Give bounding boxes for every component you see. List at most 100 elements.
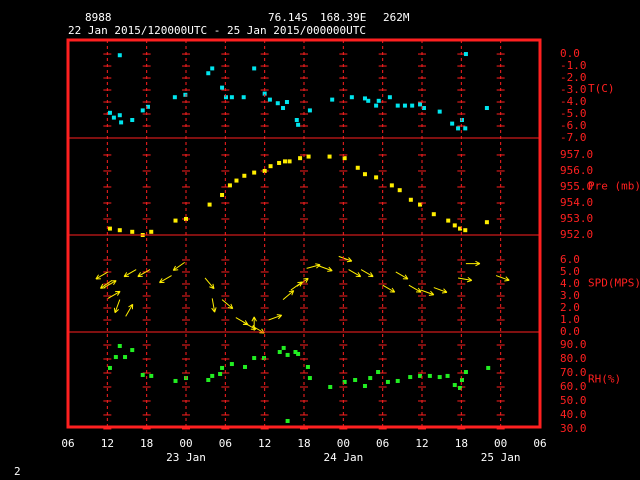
point [218,371,223,376]
point [284,100,289,105]
point [327,154,332,159]
x-tick-label: 18 [455,437,468,450]
y-tick-label: 90.0 [560,338,587,351]
x-tick-label: 12 [101,437,114,450]
point [307,108,312,113]
wind-arrow [172,261,185,271]
wind-arrow [113,299,121,314]
point [262,168,267,173]
point [267,97,272,102]
point [227,183,232,188]
point [452,223,457,228]
x-tick-label: 00 [337,437,350,450]
point [107,365,112,370]
point [111,115,116,120]
point [484,220,489,225]
y-tick-label: 1.0 [560,313,580,326]
wind-arrow [348,269,362,278]
point [173,218,178,223]
point [140,108,145,113]
point [418,202,423,207]
point [275,101,280,106]
y-tick-label: -3.0 [560,83,587,96]
point [463,126,468,131]
panel-label: SPD(MPS) [588,277,640,290]
point [277,350,282,355]
point [241,95,246,100]
wind-arrow [123,269,137,278]
point [418,373,423,378]
wind-arrow [338,255,353,263]
point [431,212,436,217]
y-tick-label: 30.0 [560,422,587,435]
y-tick-label: 4.0 [560,277,580,290]
point [450,121,455,126]
point [456,126,461,131]
point [252,170,257,175]
point [459,377,464,382]
x-tick-label: 06 [61,437,74,450]
wind-arrow [433,287,448,294]
point [130,229,135,234]
y-tick-label: 6.0 [560,253,580,266]
point [130,118,135,123]
point [408,375,413,380]
panel-label: Pre (mb) [588,180,640,193]
point [410,103,415,108]
point [366,98,371,103]
point [374,175,379,180]
point [277,160,282,165]
point [463,370,468,375]
point [242,173,247,178]
y-tick-label: -7.0 [560,131,587,144]
date-label: 25 Jan [481,451,521,464]
point [305,364,310,369]
point [220,365,225,370]
point [223,95,228,100]
point [107,226,112,231]
point [282,159,287,164]
y-tick-label: 952.0 [560,228,593,241]
x-tick-label: 00 [494,437,507,450]
point [328,384,333,389]
wind-arrow [137,269,151,278]
x-tick-label: 00 [179,437,192,450]
y-tick-label: -4.0 [560,95,587,108]
page-number: 2 [14,465,21,478]
point [427,373,432,378]
point [117,113,122,118]
y-tick-label: 3.0 [560,289,580,302]
point [463,52,468,57]
point [207,202,212,207]
wind-arrow [268,314,283,321]
point [243,364,247,369]
y-tick-label: 0.0 [560,47,580,60]
point [296,122,301,127]
point [463,228,468,233]
x-tick-label: 12 [258,437,271,450]
point [330,97,335,102]
point [437,109,442,114]
wind-arrow [408,284,422,293]
x-tick-label: 12 [415,437,428,450]
point [173,378,178,383]
point [210,66,215,71]
y-tick-label: 953.0 [560,212,593,225]
y-tick-label: 2.0 [560,301,580,314]
wind-arrow [457,277,473,283]
point [206,377,211,382]
elevation: 262M [383,11,410,24]
wind-arrow [159,275,172,284]
date-label: 24 Jan [323,451,363,464]
wind-arrow [221,299,234,310]
x-tick-label: 06 [219,437,232,450]
point [117,343,122,348]
panel-label: T(C) [588,82,615,95]
y-tick-label: 955.0 [560,180,593,193]
wind-arrow [103,280,117,289]
y-tick-label: 80.0 [560,352,587,365]
point [234,178,239,183]
point [408,197,413,202]
point [459,118,464,123]
